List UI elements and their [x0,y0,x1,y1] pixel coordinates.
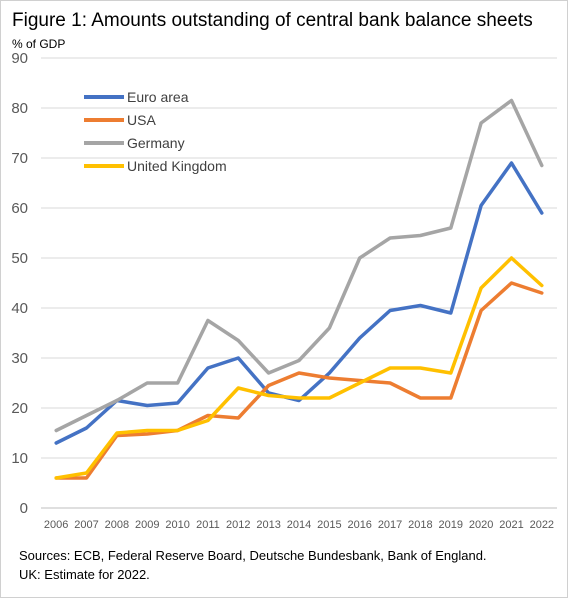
chart-title: Figure 1: Amounts outstanding of central… [12,10,533,31]
x-tick-label: 2022 [530,519,554,531]
series-lines [54,98,544,480]
x-tick-label: 2015 [317,519,341,531]
x-tick-label: 2016 [347,519,371,531]
x-tick-label: 2013 [256,519,280,531]
x-tick-label: 2009 [135,519,159,531]
y-tick-label: 10 [11,450,28,467]
x-axis-ticks: 2006 2007 2008 2009 2010 2011 2012 2013 2014 2015… [44,519,554,531]
x-tick-label: 2019 [439,519,463,531]
series-line-usa [54,281,544,480]
y-tick-label: 70 [11,150,28,167]
x-tick-label: 2014 [287,519,311,531]
x-tick-label: 2021 [499,519,523,531]
y-axis-ticks: 0 10 20 30 40 50 60 70 80 90 [11,50,28,517]
y-tick-label: 50 [11,250,28,267]
series-line-germany [54,98,544,433]
x-tick-label: 2017 [378,519,402,531]
x-tick-label: 2012 [226,519,250,531]
x-tick-label: 2020 [469,519,493,531]
legend: Euro area USA Germany United Kingdom [84,89,227,174]
x-tick-label: 2008 [105,519,129,531]
legend-label: Euro area [127,89,189,105]
unit-label: % of GDP [12,37,66,51]
x-tick-label: 2011 [196,519,220,531]
series-line-united-kingdom [54,256,544,480]
legend-label: United Kingdom [127,158,227,174]
sources-note: Sources: ECB, Federal Reserve Board, Deu… [19,548,487,563]
series-line-euro-area [54,161,544,445]
chart-area: 0 10 20 30 40 50 60 70 80 90 2006 2007 2008 2009 2010… [11,50,557,531]
x-tick-label: 2007 [74,519,98,531]
uk-estimate-note: UK: Estimate for 2022. [19,567,150,582]
legend-label: USA [127,112,156,128]
y-tick-label: 0 [20,500,28,517]
y-tick-label: 80 [11,100,28,117]
y-tick-label: 60 [11,200,28,217]
y-tick-label: 90 [11,50,28,67]
x-tick-label: 2010 [165,519,189,531]
x-tick-label: 2018 [408,519,432,531]
y-tick-label: 30 [11,350,28,367]
x-tick-label: 2006 [44,519,68,531]
y-tick-label: 40 [11,300,28,317]
legend-label: Germany [127,135,185,151]
y-tick-label: 20 [11,400,28,417]
